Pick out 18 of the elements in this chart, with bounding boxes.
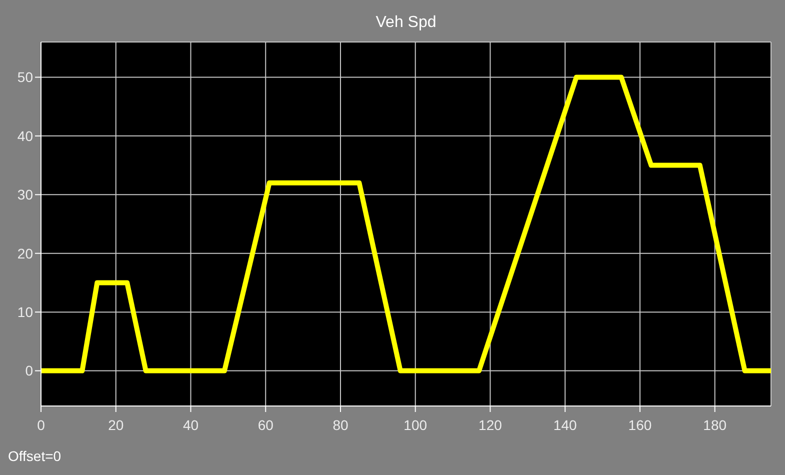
chart-title: Veh Spd [374,14,438,32]
y-tick-label: 0 [25,362,34,379]
x-tick-label: 40 [182,416,199,433]
x-tick-label: 160 [628,416,652,433]
x-tick-label: 20 [108,416,124,433]
y-tick-label: 30 [17,186,34,203]
y-tick-label: 20 [17,245,34,262]
y-tick-label: 10 [17,304,34,320]
x-tick-label: 120 [478,416,502,433]
y-tick-label: 50 [17,69,34,86]
x-tick-label: 180 [703,416,727,433]
x-tick-label: 100 [404,416,428,433]
x-tick-label: 140 [553,416,577,433]
x-tick-label: 0 [37,416,46,433]
y-tick-label: 40 [17,128,34,144]
x-tick-label: 80 [332,416,348,433]
x-tick-label: 60 [258,416,274,433]
text: Offset=0 [8,448,62,464]
